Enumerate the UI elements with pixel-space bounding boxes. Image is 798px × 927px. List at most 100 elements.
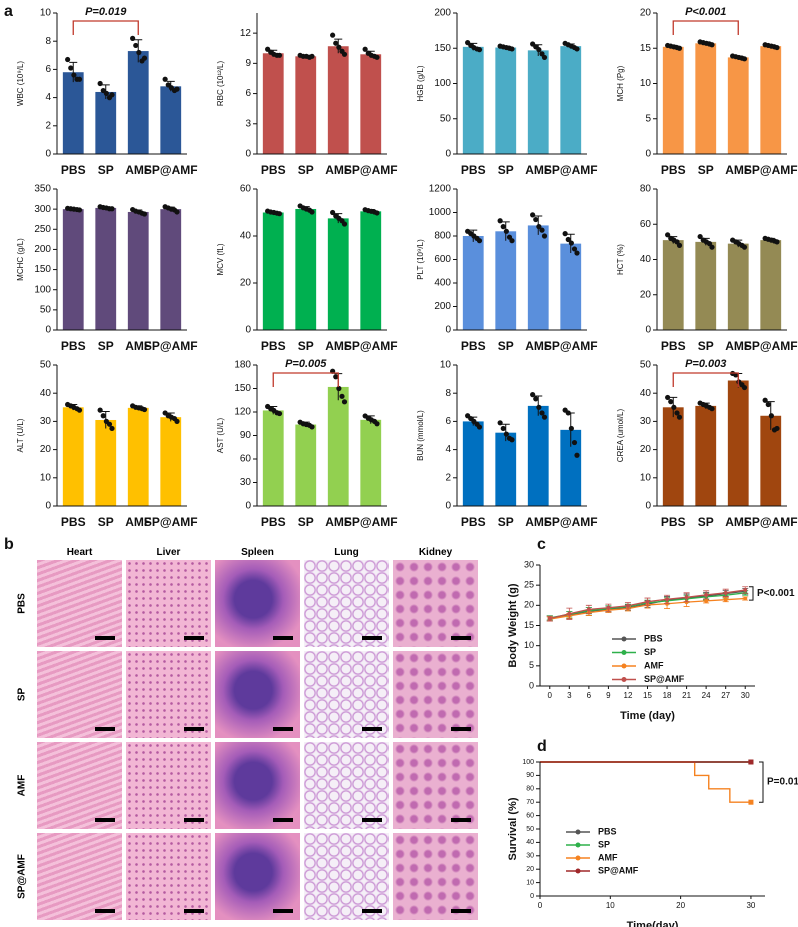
histology-image	[215, 651, 300, 738]
bar	[127, 51, 149, 154]
column-header: Spleen	[241, 547, 274, 558]
scale-bar	[451, 909, 471, 913]
y-tick-label: 8	[445, 388, 451, 399]
series-marker	[684, 595, 689, 600]
y-axis-label: ALT (U/L)	[16, 418, 25, 452]
y-tick-label: 200	[434, 8, 451, 19]
y-tick-label: 150	[234, 383, 251, 394]
histology-image	[304, 560, 389, 647]
bar	[527, 50, 549, 154]
y-axis-label: HCT (%)	[616, 244, 625, 275]
x-tick-label: 15	[643, 691, 652, 700]
y-tick-label: 10	[440, 360, 452, 371]
x-tick-label: AMF	[125, 515, 151, 529]
x-tick-label: AMF	[325, 163, 351, 177]
x-tick-label: AMF	[725, 163, 751, 177]
y-tick-label: 10	[526, 879, 534, 886]
data-point	[339, 393, 345, 399]
y-tick-label: 60	[526, 812, 534, 819]
data-point	[309, 424, 315, 430]
data-point	[374, 54, 380, 60]
data-point	[106, 421, 113, 427]
data-point	[509, 437, 515, 443]
x-tick-label: 0	[538, 901, 543, 910]
bar	[527, 225, 549, 330]
x-tick-label: SP@AMF	[144, 163, 198, 177]
significance-bracket	[272, 372, 339, 387]
scale-bar	[362, 636, 382, 640]
series-marker	[684, 600, 689, 605]
significance-label: P<0.001	[685, 6, 726, 18]
y-axis-label: AST (U/L)	[216, 417, 225, 453]
data-point	[503, 431, 509, 437]
legend-label: SP	[598, 839, 610, 849]
histology-image	[126, 560, 211, 647]
data-point	[533, 216, 539, 223]
bar	[295, 56, 317, 154]
bar	[760, 240, 782, 330]
row-label: SP@AMF	[16, 854, 28, 899]
y-tick-label: 20	[640, 444, 652, 455]
significance-label: P=0.003	[685, 358, 726, 370]
panel-label: a	[4, 3, 13, 20]
y-tick-label: 90	[240, 430, 252, 441]
y-tick-label: 40	[40, 388, 52, 399]
histology-image	[37, 833, 122, 920]
y-tick-label: 100	[34, 284, 51, 295]
bar	[95, 91, 117, 154]
data-point	[565, 410, 571, 416]
x-tick-label: AMF	[525, 515, 551, 529]
data-point	[741, 56, 748, 62]
data-point	[668, 399, 674, 405]
data-point	[674, 410, 680, 416]
x-tick-label: 0	[548, 691, 553, 700]
scale-bar	[95, 909, 115, 913]
bar	[360, 211, 382, 330]
x-tick-label: 3	[567, 691, 572, 700]
bar	[95, 207, 117, 330]
x-tick-label: 21	[682, 691, 691, 700]
data-point	[541, 233, 548, 239]
x-tick-label: 30	[741, 691, 750, 700]
y-tick-label: 70	[526, 799, 534, 806]
histology-image	[393, 742, 478, 829]
bar	[127, 407, 149, 506]
bar	[262, 410, 284, 506]
panel-label: b	[4, 536, 14, 553]
series-marker	[723, 597, 728, 602]
data-point	[665, 394, 671, 401]
data-point	[336, 44, 342, 50]
data-point	[676, 242, 683, 248]
bar	[160, 209, 182, 330]
data-point	[141, 406, 148, 413]
y-tick-label: 50	[640, 360, 652, 371]
bar	[295, 424, 317, 506]
data-point	[676, 45, 683, 51]
data-point	[103, 90, 109, 96]
histology-image	[126, 833, 211, 920]
x-tick-label: PBS	[461, 339, 486, 353]
bar	[95, 419, 117, 506]
y-tick-label: 300	[34, 204, 51, 215]
x-tick-label: SP	[498, 339, 514, 353]
scale-bar	[184, 636, 204, 640]
x-tick-label: SP@AMF	[344, 515, 398, 529]
data-point	[768, 413, 774, 419]
y-tick-label: 40	[640, 388, 652, 399]
y-tick-label: 30	[526, 853, 534, 860]
x-tick-label: 18	[663, 691, 672, 700]
significance-label: P<0.001	[757, 588, 795, 599]
data-point	[697, 233, 703, 240]
x-tick-label: SP	[498, 163, 514, 177]
data-point	[276, 211, 283, 217]
y-tick-label: 6	[245, 88, 251, 99]
bar	[695, 43, 717, 154]
data-point	[671, 404, 677, 410]
data-point	[709, 406, 715, 412]
y-tick-label: 5	[529, 660, 534, 670]
y-tick-label: 0	[445, 149, 451, 160]
y-axis-label: WBC (10⁹/L)	[16, 61, 25, 107]
column-header: Heart	[66, 547, 93, 558]
data-point	[336, 385, 342, 392]
scale-bar	[95, 818, 115, 822]
